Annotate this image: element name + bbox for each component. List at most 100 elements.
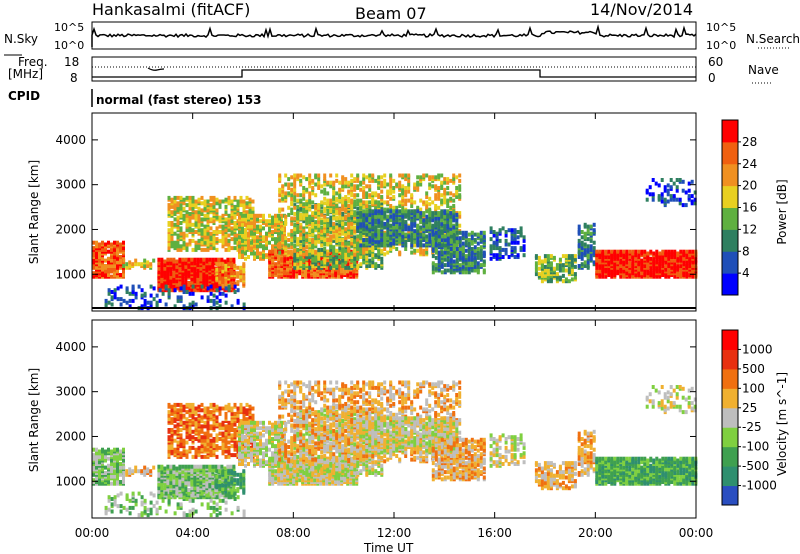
power-cell	[128, 298, 132, 303]
power-cell	[320, 220, 324, 225]
power-cell	[341, 184, 345, 189]
power-cell	[170, 226, 174, 231]
power-cell	[407, 234, 411, 239]
power-cell	[323, 173, 327, 178]
power-cell	[498, 238, 502, 243]
power-cell	[353, 256, 357, 261]
power-cell	[299, 247, 303, 252]
power-cell	[335, 209, 339, 214]
power-cell	[308, 265, 312, 270]
power-cell	[353, 243, 357, 248]
power-cell	[265, 246, 268, 251]
power-cell	[302, 233, 306, 238]
power-cell	[157, 282, 161, 287]
power-cell	[634, 262, 638, 267]
power-cell	[455, 259, 459, 264]
power-cell	[341, 216, 345, 221]
power-cell	[510, 228, 514, 233]
power-cell	[293, 255, 297, 259]
power-cell	[320, 212, 324, 217]
power-cell	[461, 245, 465, 250]
power-cell	[688, 249, 692, 254]
power-cell	[353, 225, 357, 230]
power-cell	[476, 255, 480, 260]
power-cell	[592, 240, 596, 245]
power-cell	[290, 196, 294, 201]
power-cell	[290, 187, 294, 192]
power-cell	[119, 284, 123, 289]
power-cell	[470, 250, 474, 255]
power-cell	[604, 249, 608, 254]
power-cell	[365, 200, 369, 205]
power-cell	[371, 247, 375, 251]
power-cell	[194, 199, 198, 204]
power-cell	[492, 240, 496, 245]
power-cell	[185, 195, 189, 200]
power-cell	[299, 238, 303, 243]
power-cell	[206, 219, 210, 224]
power-cell	[110, 267, 113, 272]
power-cell	[119, 255, 122, 259]
power-cell	[419, 198, 423, 203]
power-cell	[320, 189, 324, 194]
power-cell	[262, 235, 265, 240]
power-cell	[92, 260, 95, 265]
power-cell	[371, 238, 375, 242]
power-cell	[380, 184, 384, 189]
power-cell	[311, 216, 315, 221]
power-cell	[191, 213, 195, 218]
power-cell	[230, 199, 234, 204]
power-cell	[458, 193, 462, 198]
power-cell	[679, 249, 683, 254]
power-cell	[296, 224, 300, 229]
power-cell	[335, 264, 339, 268]
power-cell	[277, 231, 280, 236]
power-cell	[567, 254, 571, 259]
power-cell	[253, 235, 256, 240]
power-cell	[233, 246, 237, 251]
power-cell	[501, 255, 505, 259]
power-cell	[230, 246, 234, 251]
power-cell	[398, 250, 402, 255]
power-cell	[431, 232, 435, 237]
power-cell	[173, 222, 177, 227]
power-cell	[675, 185, 679, 190]
power-cell	[194, 203, 198, 208]
power-cell	[208, 257, 212, 262]
power-cell	[676, 256, 680, 261]
power-cell	[482, 259, 486, 264]
power-cell	[290, 221, 294, 226]
power-cell	[248, 203, 252, 208]
power-cell	[660, 178, 664, 182]
power-cell	[283, 258, 287, 263]
power-cell	[654, 181, 658, 186]
power-cell	[305, 209, 309, 214]
power-cell	[567, 263, 571, 268]
power-cell	[440, 218, 444, 223]
power-cell	[431, 266, 435, 271]
power-cell	[157, 257, 161, 262]
power-cell	[203, 217, 207, 222]
power-cell	[458, 230, 462, 235]
power-cell	[167, 221, 171, 225]
power-cell	[170, 244, 174, 249]
power-cell	[353, 177, 357, 182]
power-cell	[247, 221, 250, 225]
power-cell	[341, 225, 345, 230]
power-cell	[202, 261, 206, 266]
power-cell	[362, 177, 366, 182]
power-cell	[278, 241, 282, 246]
power-cell	[419, 218, 423, 223]
power-cell	[449, 214, 453, 219]
power-cell	[212, 237, 216, 242]
power-cell	[595, 265, 599, 270]
power-cell	[362, 189, 366, 194]
power-cell	[404, 186, 408, 190]
power-cell	[404, 243, 408, 248]
power-cell	[347, 252, 351, 257]
power-cell	[242, 269, 246, 274]
power-cell	[458, 243, 462, 248]
power-cell	[92, 246, 95, 251]
power-cell	[287, 177, 291, 182]
power-cell	[329, 202, 333, 207]
